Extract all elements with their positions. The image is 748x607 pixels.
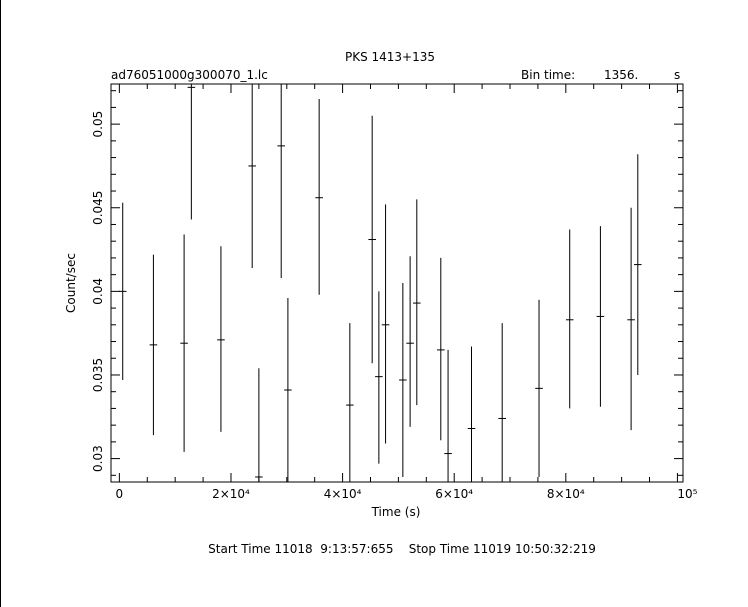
file-label: ad76051000g300070_1.lc <box>111 68 268 82</box>
data-point <box>118 202 127 380</box>
y-axis-label: Count/sec <box>64 253 78 313</box>
data-point <box>634 154 642 375</box>
y-tick-label: 0.04 <box>91 278 105 305</box>
x-tick-label: 2×10⁴ <box>212 487 250 501</box>
bin-time-value: 1356. <box>604 68 638 82</box>
data-point <box>248 84 256 268</box>
data-point <box>498 323 506 482</box>
data-point <box>399 283 407 477</box>
bin-time-unit: s <box>674 68 680 82</box>
plot-frame <box>110 83 684 483</box>
data-point <box>535 299 543 477</box>
data-point <box>368 115 376 364</box>
data-point <box>375 291 383 464</box>
left-window-edge <box>0 0 1 607</box>
x-axis: 0 2×10⁴ 4×10⁴ 6×10⁴ 8×10⁴ 10⁵ <box>116 84 698 501</box>
data-point <box>255 368 263 482</box>
data-point <box>565 229 574 409</box>
bin-time-label: Bin time: <box>521 68 575 82</box>
y-tick-label: 0.045 <box>91 191 105 225</box>
data-point <box>467 346 476 482</box>
data-point <box>149 254 158 436</box>
y-tick-label: 0.035 <box>91 358 105 392</box>
y-tick-label: 0.05 <box>91 111 105 138</box>
data-point <box>217 246 225 432</box>
data-point <box>315 99 323 295</box>
data-point <box>413 199 421 406</box>
data-point <box>596 226 605 407</box>
chart-title: PKS 1413+135 <box>345 50 435 64</box>
data-point <box>381 204 390 444</box>
time-range-footer: Start Time 11018 9:13:57:655 Stop Time 1… <box>208 542 596 556</box>
data-point <box>284 298 292 482</box>
data-point <box>180 234 188 452</box>
data-point <box>187 84 196 220</box>
x-tick-label: 8×10⁴ <box>547 487 585 501</box>
data-point <box>437 257 445 441</box>
data-point <box>406 256 414 427</box>
x-tick-label: 4×10⁴ <box>324 487 362 501</box>
x-tick-label: 10⁵ <box>677 487 697 501</box>
y-axis: 0.03 0.035 0.04 0.045 0.05 <box>91 90 683 476</box>
x-axis-label: Time (s) <box>371 505 421 519</box>
data-point <box>627 207 635 431</box>
data-series <box>118 84 642 482</box>
data-point <box>444 349 452 482</box>
x-tick-label: 6×10⁴ <box>435 487 473 501</box>
y-tick-label: 0.03 <box>91 445 105 472</box>
data-point <box>277 84 285 278</box>
x-tick-label: 0 <box>116 487 124 501</box>
data-point <box>346 323 354 482</box>
